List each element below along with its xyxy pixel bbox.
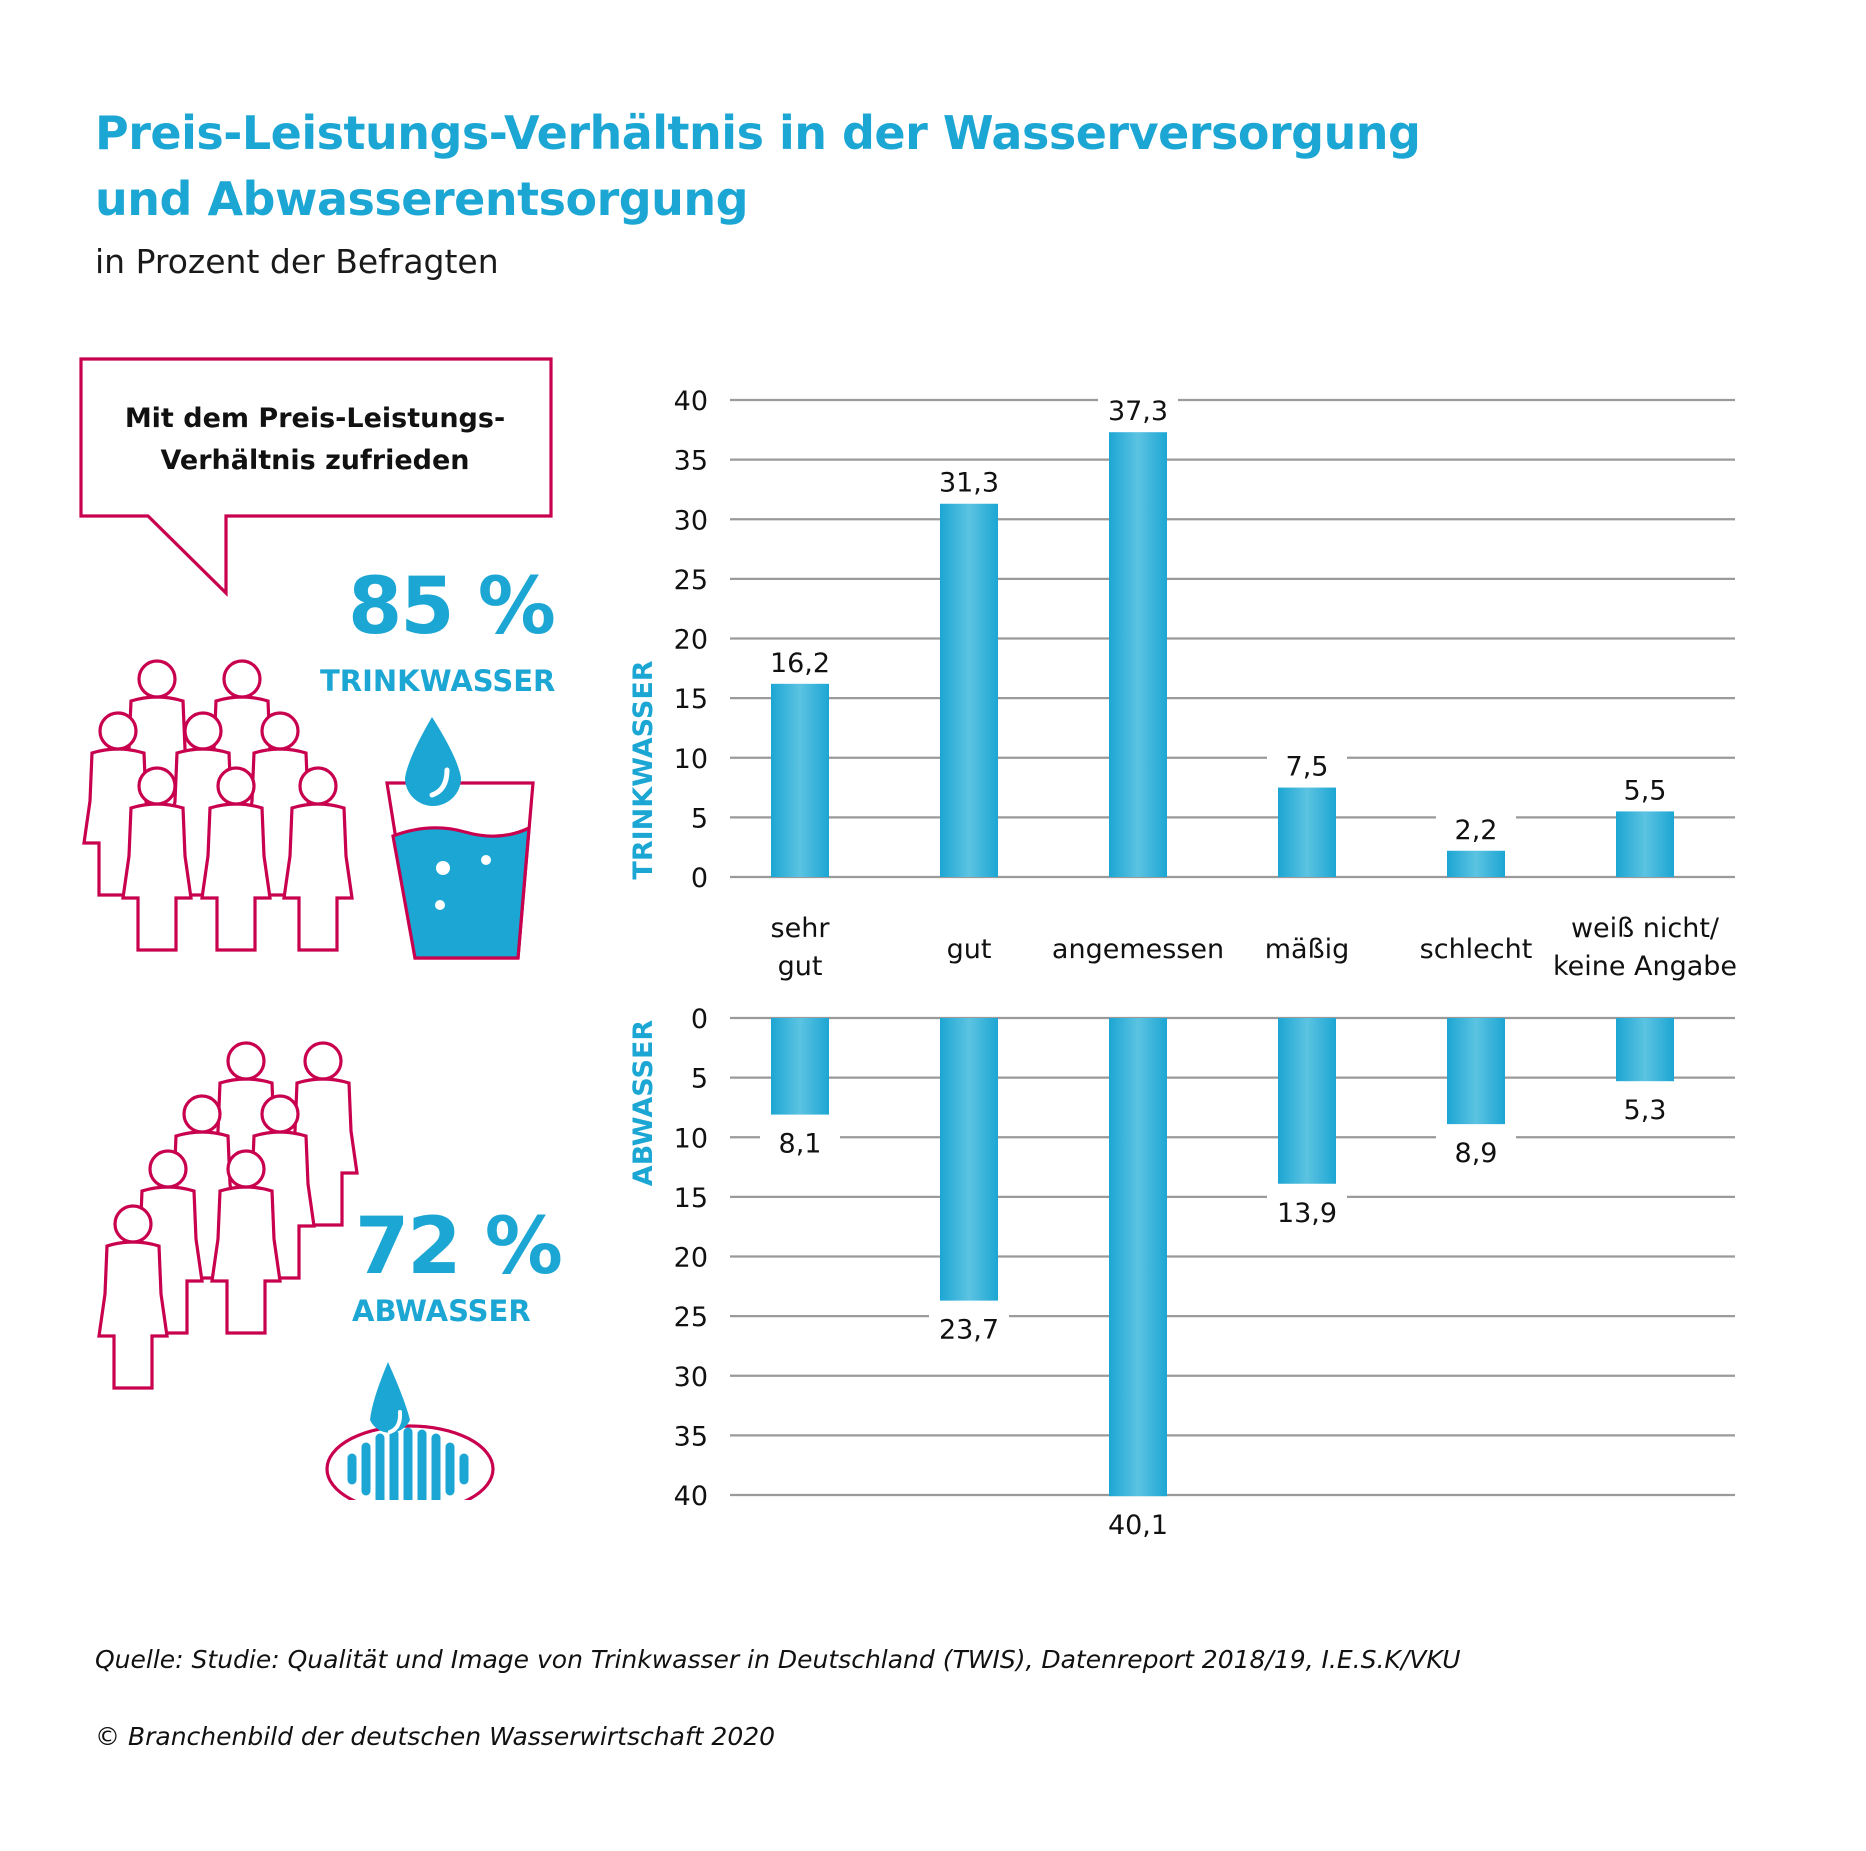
grid-bottom: 0 5 10 15 20 25 30 35 40	[674, 1004, 1735, 1512]
data-label-bg	[760, 643, 840, 680]
bar-trinkwasser	[940, 503, 998, 877]
category-label: gut	[947, 934, 992, 965]
y-tick-label-top: 35	[674, 446, 708, 477]
speech-bubble	[79, 357, 553, 597]
data-label-bg	[1436, 810, 1516, 847]
y-tick-label-top: 15	[674, 684, 708, 715]
category-label: gut	[778, 951, 823, 982]
abwasser-label: ABWASSER	[352, 1294, 531, 1328]
bar-trinkwasser	[1109, 432, 1167, 877]
y-axis-label-abwasser: ABWASSER	[628, 1020, 659, 1187]
data-label-bg	[1267, 747, 1347, 784]
bar-abwasser	[1616, 1018, 1674, 1082]
data-label-abwasser: 5,3	[1624, 1095, 1667, 1126]
data-label-trinkwasser: 37,3	[1108, 396, 1168, 427]
data-label-bg	[1436, 1134, 1516, 1171]
data-label-abwasser: 8,1	[779, 1129, 822, 1160]
bubble-text: Mit dem Preis-Leistungs- Verhältnis zufr…	[100, 398, 530, 482]
abwasser-percent: 72 %	[355, 1202, 563, 1292]
title-line-1: Preis-Leistungs-Verhältnis in der Wasser…	[95, 106, 1421, 160]
y-tick-label-bottom: 10	[674, 1123, 708, 1154]
data-label-trinkwasser: 7,5	[1286, 752, 1329, 783]
y-tick-label-bottom: 15	[674, 1183, 708, 1214]
bubble-line-1: Mit dem Preis-Leistungs-	[124, 403, 506, 434]
y-tick-label-bottom: 0	[691, 1004, 708, 1035]
infographic-panel	[79, 357, 553, 1500]
data-label-abwasser: 8,9	[1455, 1138, 1498, 1169]
data-label-trinkwasser: 5,5	[1624, 775, 1667, 806]
trinkwasser-percent: 85 %	[348, 562, 556, 652]
water-glass-icon	[385, 717, 535, 960]
bar-chart: 0 5 10 15 20 25 30 35 40 0 5 10 15 20 25 30 35 40 16,2 8,…	[628, 386, 1737, 1543]
source-note: Quelle: Studie: Qualität und Image von T…	[95, 1645, 1461, 1674]
data-label-bg	[1605, 771, 1685, 808]
y-tick-label-bottom: 40	[674, 1481, 708, 1512]
data-label-bg	[760, 1124, 840, 1161]
labels: 16,2 8,1 sehr gut 31,3 23,7 gut 37,3 40,1 angemes…	[760, 392, 1737, 1543]
grid-top: 0 5 10 15 20 25 30 35 40	[674, 386, 1735, 894]
category-label: keine Angabe	[1553, 951, 1737, 982]
y-tick-label-bottom: 35	[674, 1421, 708, 1452]
data-label-bg	[929, 463, 1009, 500]
bar-abwasser	[1278, 1018, 1336, 1184]
bubble-line-2: Verhältnis zufrieden	[160, 445, 470, 476]
data-label-bg	[1098, 1506, 1178, 1543]
data-label-abwasser: 13,9	[1277, 1198, 1337, 1229]
data-label-bg	[1098, 392, 1178, 429]
y-tick-label-bottom: 30	[674, 1362, 708, 1393]
y-tick-label-top: 25	[674, 565, 708, 596]
y-tick-label-bottom: 5	[691, 1064, 708, 1095]
copyright-note: © Branchenbild der deutschen Wasserwirts…	[95, 1722, 776, 1751]
y-tick-label-bottom: 20	[674, 1243, 708, 1274]
category-label: schlecht	[1420, 934, 1533, 965]
bar-trinkwasser	[1616, 811, 1674, 877]
data-label-trinkwasser: 16,2	[770, 648, 830, 679]
data-label-bg	[1267, 1193, 1347, 1230]
category-label: weiß nicht/	[1571, 913, 1720, 944]
y-axis-label-trinkwasser: TRINKWASSER	[628, 660, 659, 879]
data-label-trinkwasser: 31,3	[939, 468, 999, 499]
category-label: angemessen	[1052, 934, 1224, 965]
bar-abwasser	[1447, 1018, 1505, 1125]
y-tick-label-top: 20	[674, 625, 708, 656]
drain-icon	[325, 1362, 495, 1500]
title-line-2: und Abwasserentsorgung	[95, 172, 749, 226]
y-tick-label-top: 40	[674, 386, 708, 417]
data-label-bg	[929, 1310, 1009, 1347]
category-label: sehr	[771, 913, 831, 944]
page-title: Preis-Leistungs-Verhältnis in der Wasser…	[95, 100, 1495, 232]
bar-abwasser	[1109, 1018, 1167, 1497]
bar-trinkwasser	[771, 683, 829, 877]
subtitle: in Prozent der Befragten	[95, 242, 499, 281]
category-label: mäßig	[1265, 934, 1350, 965]
bar-abwasser	[940, 1018, 998, 1301]
y-tick-label-top: 0	[691, 863, 708, 894]
bars	[771, 432, 1674, 1497]
y-tick-label-top: 5	[691, 803, 708, 834]
y-tick-label-top: 30	[674, 505, 708, 536]
y-tick-label-bottom: 25	[674, 1302, 708, 1333]
trinkwasser-label: TRINKWASSER	[320, 664, 556, 698]
data-label-abwasser: 23,7	[939, 1315, 999, 1346]
data-label-trinkwasser: 2,2	[1455, 815, 1498, 846]
data-label-abwasser: 40,1	[1108, 1510, 1168, 1541]
bar-abwasser	[771, 1018, 829, 1115]
bar-trinkwasser	[1447, 850, 1505, 877]
y-tick-label-top: 10	[674, 744, 708, 775]
bar-trinkwasser	[1278, 787, 1336, 877]
data-label-bg	[1605, 1091, 1685, 1128]
